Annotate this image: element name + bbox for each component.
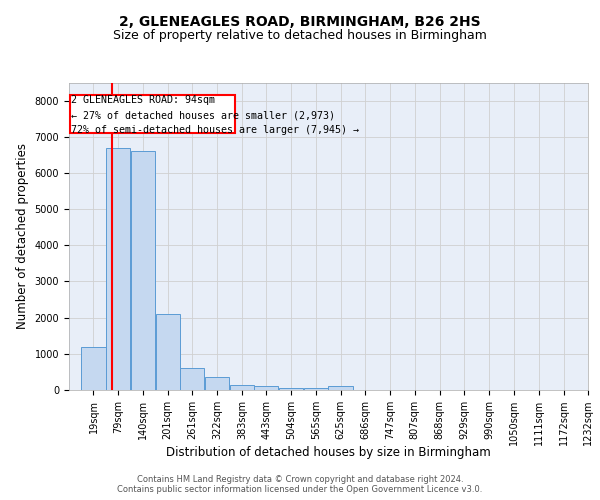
Text: 2 GLENEAGLES ROAD: 94sqm
← 27% of detached houses are smaller (2,973)
72% of sem: 2 GLENEAGLES ROAD: 94sqm ← 27% of detach… [71,96,359,135]
Text: Size of property relative to detached houses in Birmingham: Size of property relative to detached ho… [113,28,487,42]
Bar [205,378,229,390]
Text: Contains HM Land Registry data © Crown copyright and database right 2024.: Contains HM Land Registry data © Crown c… [137,474,463,484]
Bar [328,386,353,390]
Bar [279,388,304,390]
Bar [82,346,106,390]
Text: Contains public sector information licensed under the Open Government Licence v3: Contains public sector information licen… [118,484,482,494]
Bar [131,151,155,390]
FancyBboxPatch shape [70,95,235,133]
Bar [180,368,204,390]
Bar [254,386,278,390]
Bar [304,388,328,390]
Y-axis label: Number of detached properties: Number of detached properties [16,143,29,329]
Text: Distribution of detached houses by size in Birmingham: Distribution of detached houses by size … [166,446,491,459]
Bar [230,384,254,390]
Bar [155,314,180,390]
Bar [106,148,130,390]
Text: 2, GLENEAGLES ROAD, BIRMINGHAM, B26 2HS: 2, GLENEAGLES ROAD, BIRMINGHAM, B26 2HS [119,16,481,30]
